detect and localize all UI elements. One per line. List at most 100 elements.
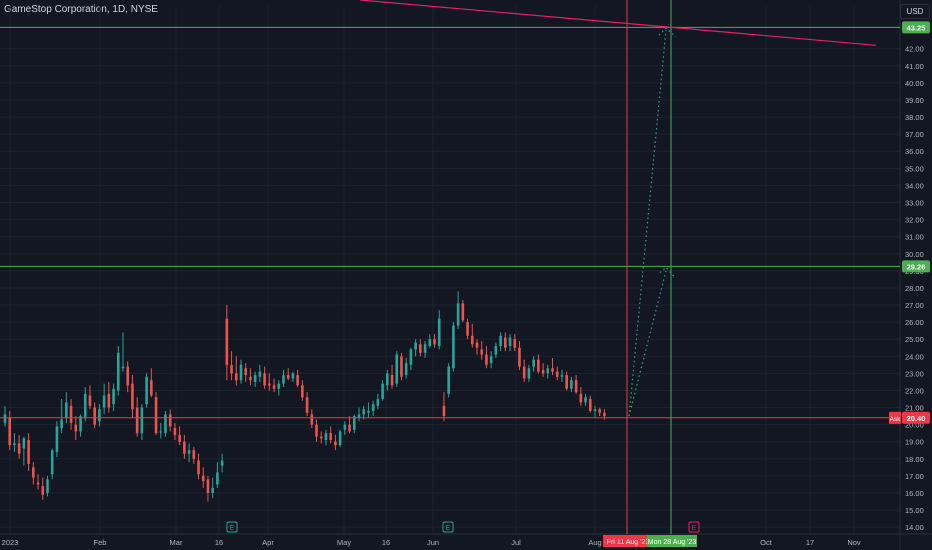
price-tick-label: 39.00 — [905, 96, 924, 105]
candle-body — [253, 375, 257, 382]
candle-body — [272, 385, 276, 389]
candle-body — [560, 375, 564, 377]
time-axis[interactable]: 2023 Feb Mar 16 Apr May 16 Jun Jul Aug Oct 17 Nov E E E… — [2, 521, 861, 547]
candle-body — [116, 352, 120, 391]
candle-body — [183, 441, 186, 454]
candle-body — [570, 380, 573, 389]
earnings-label: E — [446, 525, 451, 532]
candle-body — [173, 428, 177, 435]
candle-body — [442, 405, 446, 417]
candle-body — [603, 412, 606, 417]
price-label-box — [902, 21, 930, 34]
candle-body — [315, 424, 318, 437]
price-tick-label: 36.00 — [905, 147, 924, 156]
candle-body — [537, 359, 540, 372]
candle-body — [475, 342, 479, 348]
price-label-box — [902, 260, 930, 273]
candle-body — [480, 349, 484, 355]
candle-body — [461, 303, 465, 321]
earnings-label: E — [692, 525, 697, 532]
price-tick-label: 37.00 — [905, 130, 924, 139]
candle-body — [301, 385, 304, 398]
price-axis[interactable]: 14.00 15.00 16.00 17.00 18.00 19.00 20.00 21.00… — [889, 21, 930, 532]
price-label: 29.26 — [907, 262, 926, 271]
time-tick-label: 2023 — [2, 538, 19, 547]
candle-body — [83, 393, 87, 418]
ask-price-box — [902, 411, 930, 424]
candle-body — [329, 433, 332, 441]
candle-body — [395, 354, 399, 384]
candle-body — [126, 366, 130, 386]
candle-body — [390, 375, 394, 386]
time-tick-label: Feb — [94, 538, 107, 547]
candle-body — [319, 436, 323, 439]
candle-body — [263, 373, 266, 386]
candle-body — [36, 482, 40, 485]
candle-body — [131, 383, 134, 410]
price-tick-label: 30.00 — [905, 250, 924, 259]
candle-body — [178, 434, 181, 442]
time-tick-label: Oct — [760, 538, 773, 547]
candle-body — [286, 375, 290, 379]
candle-body — [8, 417, 12, 446]
candle-body — [338, 431, 342, 446]
candle-body — [357, 414, 361, 418]
time-tick-label: Aug — [588, 538, 601, 547]
candle-body — [13, 443, 16, 446]
candle-body — [220, 460, 224, 466]
candle-body — [527, 368, 531, 379]
candle-body — [437, 318, 441, 347]
ask-price-label: 20.40 — [907, 414, 926, 423]
candle-body — [499, 335, 502, 347]
candle-body — [230, 364, 233, 374]
projection-tip-low — [659, 266, 676, 279]
candle-body — [555, 371, 559, 377]
candle-body — [102, 395, 106, 408]
price-tick-label: 15.00 — [905, 506, 924, 515]
candle-body — [423, 344, 427, 353]
candle-body — [239, 364, 243, 381]
candle-body — [376, 399, 380, 406]
price-tick-label: 41.00 — [905, 62, 924, 71]
candle-body — [324, 433, 328, 441]
candle-body — [150, 380, 153, 396]
candle-body — [579, 393, 583, 403]
candle-body — [494, 346, 498, 355]
price-tick-label: 42.00 — [905, 45, 924, 54]
candle-body — [565, 375, 568, 389]
candle-body — [206, 479, 210, 493]
candle-body — [249, 376, 252, 381]
candle-body — [433, 339, 436, 345]
candle-body — [234, 373, 238, 381]
ask-tag-box — [889, 411, 901, 424]
candle-body — [277, 383, 281, 389]
time-tick-label: 17 — [806, 538, 814, 547]
candle-body — [65, 402, 68, 418]
candle-body — [513, 339, 517, 348]
candle-body — [282, 375, 285, 384]
candle-body — [50, 450, 54, 475]
candle-body — [409, 349, 413, 365]
candle-body — [121, 366, 125, 369]
candle-body — [485, 354, 488, 365]
earnings-label: E — [230, 525, 235, 532]
candle-body — [456, 303, 460, 326]
date-label: Mon 28 Aug '23 — [648, 539, 697, 546]
price-tick-label: 25.00 — [905, 335, 924, 344]
ask-tag-label: Ask — [890, 416, 902, 423]
candle-body — [386, 373, 389, 386]
date-label-box — [603, 535, 653, 547]
candle-body — [362, 409, 366, 415]
date-label-box — [647, 535, 697, 547]
trend-line — [359, 0, 877, 46]
time-tick-label: 16 — [215, 538, 223, 547]
candle-body — [211, 487, 214, 493]
candle-body — [371, 404, 375, 411]
candle-body — [22, 438, 26, 449]
candle-body — [164, 414, 167, 434]
time-tick-label: Apr — [262, 538, 274, 547]
candle-body — [168, 414, 172, 427]
time-tick-label: Jun — [427, 538, 439, 547]
price-tick-label: 40.00 — [905, 79, 924, 88]
